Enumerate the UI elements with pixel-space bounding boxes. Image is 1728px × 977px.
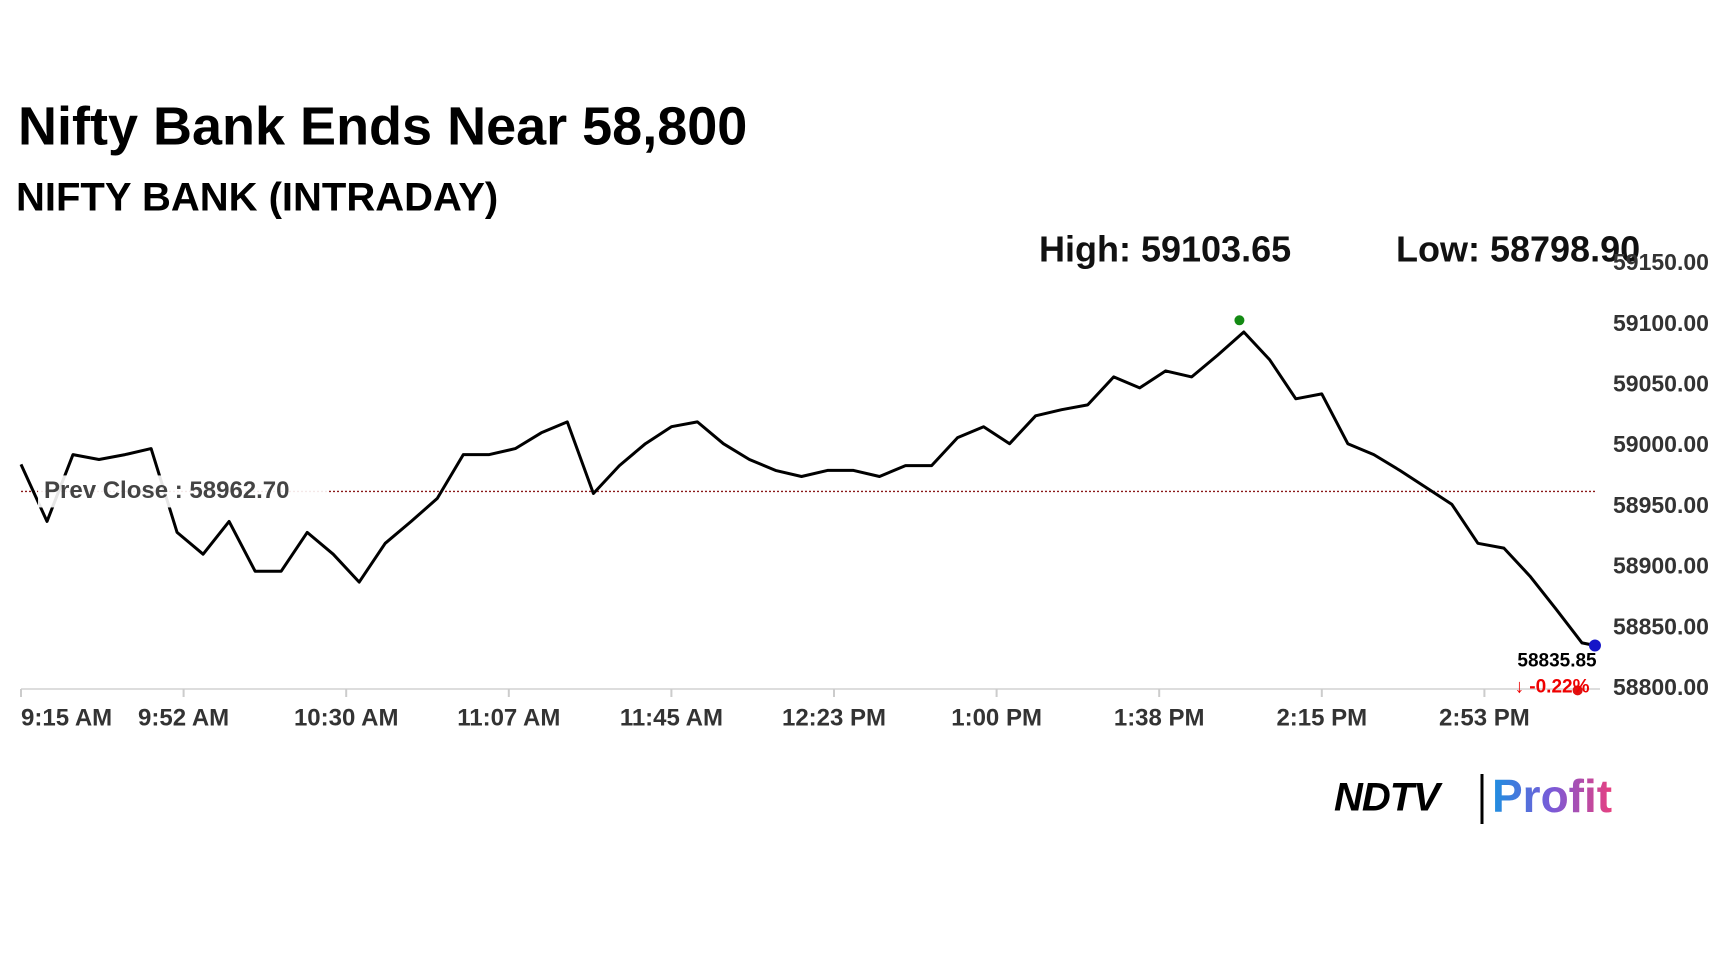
y-tick-label: 58900.00: [1613, 553, 1709, 579]
chart-subtitle: NIFTY BANK (INTRADAY): [16, 176, 498, 220]
x-tick-label: 11:45 AM: [620, 704, 723, 731]
y-tick-label: 59000.00: [1613, 431, 1709, 457]
logo-product: Profit: [1492, 770, 1612, 822]
prev-close-label-bg: [38, 475, 328, 508]
extreme-marker: [1572, 685, 1583, 696]
y-tick-label: 58850.00: [1613, 613, 1709, 639]
logo-brand: NDTV: [1334, 776, 1443, 820]
y-tick-label: 59100.00: [1613, 310, 1709, 336]
low-label: Low: 58798.90: [1396, 229, 1640, 270]
last-value-label: 58835.85: [1517, 650, 1597, 671]
last-marker: [1588, 639, 1601, 652]
x-tick-label: 11:07 AM: [457, 704, 560, 731]
y-tick-label: 59050.00: [1613, 371, 1709, 397]
x-tick-label: 1:00 PM: [951, 704, 1042, 731]
logo: NDTV Profit: [1334, 770, 1612, 824]
price-line: [19, 330, 1596, 647]
x-tick-label: 2:15 PM: [1276, 704, 1367, 731]
y-tick-label: 59150.00: [1613, 249, 1709, 275]
chart-title: Nifty Bank Ends Near 58,800: [18, 96, 747, 156]
x-tick-label: 9:15 AM: [21, 704, 112, 731]
x-tick-label: 9:52 AM: [138, 704, 229, 731]
high-label: High: 59103.65: [1039, 229, 1291, 270]
y-tick-label: 58800.00: [1613, 674, 1709, 700]
change-label: ↓ -0.22%: [1515, 676, 1590, 697]
x-tick-label: 2:53 PM: [1439, 704, 1530, 731]
x-tick-label: 10:30 AM: [294, 704, 398, 731]
x-tick-label: 1:38 PM: [1114, 704, 1205, 731]
extreme-marker: [1234, 315, 1245, 326]
y-tick-label: 58950.00: [1613, 492, 1709, 518]
x-tick-label: 12:23 PM: [782, 704, 886, 731]
prev-close-label: Prev Close : 58962.70: [44, 477, 290, 504]
